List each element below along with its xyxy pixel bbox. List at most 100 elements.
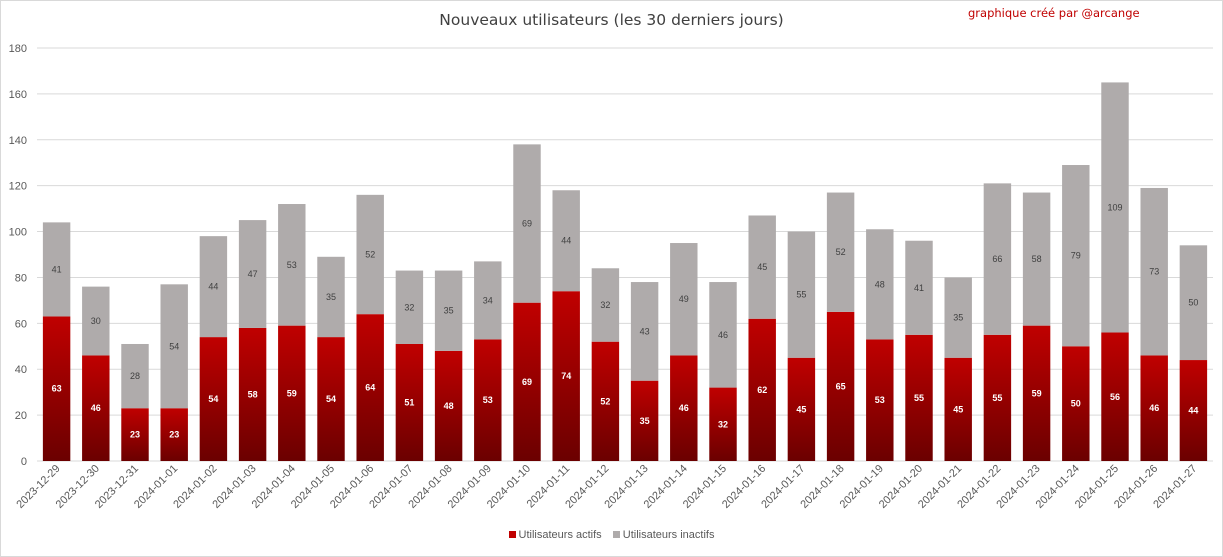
bar-inactive bbox=[552, 190, 580, 292]
data-label-inactive: 41 bbox=[914, 283, 924, 293]
bar-inactive bbox=[160, 284, 188, 409]
data-label-inactive: 48 bbox=[875, 279, 885, 289]
data-label-active: 69 bbox=[522, 377, 532, 387]
bar-active bbox=[826, 311, 855, 461]
data-label-active: 62 bbox=[757, 385, 767, 395]
data-label-inactive: 69 bbox=[522, 219, 532, 229]
bar-active bbox=[787, 357, 816, 461]
bar-inactive bbox=[983, 183, 1012, 335]
y-axis: 0 20 40 60 80 100 120 140 160 180 bbox=[9, 43, 27, 468]
bar-inactive bbox=[395, 270, 424, 344]
bar-active bbox=[238, 327, 267, 461]
x-axis: 2023-12-292023-12-302023-12-312024-01-01… bbox=[14, 463, 1199, 511]
data-label-inactive: 52 bbox=[365, 250, 375, 260]
bar-active bbox=[1140, 355, 1168, 461]
data-label-active: 45 bbox=[796, 404, 806, 414]
bar-active bbox=[670, 355, 698, 461]
legend-label-active: Utilisateurs actifs bbox=[518, 529, 602, 541]
bar-active bbox=[278, 325, 306, 461]
chart-title: Nouveaux utilisateurs (les 30 derniers j… bbox=[439, 11, 784, 29]
data-label-inactive: 43 bbox=[640, 326, 650, 336]
bar-inactive bbox=[82, 286, 110, 356]
bar-inactive bbox=[944, 277, 972, 358]
bar-inactive bbox=[317, 256, 345, 338]
data-label-active: 56 bbox=[1110, 392, 1120, 402]
data-label-inactive: 50 bbox=[1188, 298, 1198, 308]
bar-active bbox=[591, 341, 620, 461]
data-label-active: 52 bbox=[600, 396, 610, 406]
data-label-inactive: 44 bbox=[208, 282, 218, 292]
y-tick-label: 40 bbox=[15, 364, 27, 376]
data-label-active: 63 bbox=[52, 384, 62, 394]
data-label-active: 32 bbox=[718, 419, 728, 429]
bar-inactive bbox=[1179, 245, 1208, 361]
bar-active bbox=[866, 339, 894, 461]
data-label-inactive: 49 bbox=[679, 294, 689, 304]
bars bbox=[42, 82, 1208, 461]
bar-inactive bbox=[826, 192, 855, 312]
data-label-active: 58 bbox=[248, 389, 258, 399]
y-tick-label: 80 bbox=[15, 272, 27, 284]
y-tick-label: 20 bbox=[15, 410, 27, 422]
bar-inactive bbox=[121, 343, 149, 409]
legend: Utilisateurs actifs Utilisateurs inactif… bbox=[0, 529, 1223, 541]
data-label-active: 55 bbox=[914, 393, 924, 403]
data-label-active: 23 bbox=[130, 430, 140, 440]
bar-active bbox=[434, 350, 463, 461]
data-label-active: 59 bbox=[1032, 388, 1042, 398]
bar-inactive bbox=[591, 268, 620, 342]
bar-active bbox=[121, 408, 149, 461]
data-label-active: 35 bbox=[640, 416, 650, 426]
data-label-inactive: 30 bbox=[91, 316, 101, 326]
data-label-inactive: 54 bbox=[169, 341, 179, 351]
data-label-active: 46 bbox=[679, 403, 689, 413]
legend-swatch-inactive bbox=[612, 531, 620, 538]
bar-inactive bbox=[787, 231, 816, 358]
bar-inactive bbox=[238, 220, 267, 328]
bar-inactive bbox=[42, 222, 71, 317]
legend-label-inactive: Utilisateurs inactifs bbox=[622, 529, 715, 541]
data-label-inactive: 35 bbox=[326, 292, 336, 302]
bar-active bbox=[513, 302, 541, 461]
bar-inactive bbox=[474, 261, 502, 340]
data-label-active: 50 bbox=[1071, 399, 1081, 409]
y-tick-label: 0 bbox=[21, 456, 27, 468]
data-label-inactive: 79 bbox=[1071, 251, 1081, 261]
data-label-inactive: 53 bbox=[287, 260, 297, 270]
data-label-inactive: 34 bbox=[483, 295, 493, 305]
y-tick-label: 100 bbox=[9, 227, 27, 239]
y-tick-label: 140 bbox=[9, 135, 27, 147]
data-label-active: 55 bbox=[992, 393, 1002, 403]
data-label-active: 54 bbox=[208, 394, 218, 404]
data-label-inactive: 35 bbox=[444, 306, 454, 316]
bar-inactive bbox=[434, 270, 463, 351]
bar-active bbox=[1022, 325, 1051, 461]
legend-item-inactive: Utilisateurs inactifs bbox=[612, 529, 715, 541]
bar-inactive bbox=[199, 236, 228, 338]
data-label-inactive: 52 bbox=[836, 247, 846, 257]
data-label-active: 48 bbox=[444, 401, 454, 411]
data-label-inactive: 41 bbox=[52, 264, 62, 274]
data-label-active: 51 bbox=[404, 397, 414, 407]
bar-active bbox=[42, 316, 71, 461]
data-label-active: 46 bbox=[1149, 403, 1159, 413]
data-label-active: 23 bbox=[169, 430, 179, 440]
data-label-inactive: 32 bbox=[404, 302, 414, 312]
bar-active bbox=[552, 291, 580, 461]
data-label-active: 53 bbox=[875, 395, 885, 405]
data-label-inactive: 32 bbox=[600, 300, 610, 310]
data-label-active: 64 bbox=[365, 383, 375, 393]
bar-inactive bbox=[278, 204, 306, 326]
data-label-inactive: 66 bbox=[992, 254, 1002, 264]
data-label-active: 54 bbox=[326, 394, 336, 404]
chart-credit: graphique créé par @arcange bbox=[968, 6, 1140, 20]
bar-active bbox=[317, 337, 345, 461]
bar-inactive bbox=[630, 282, 659, 381]
bar-inactive bbox=[866, 229, 894, 340]
y-tick-label: 180 bbox=[9, 43, 27, 55]
bar-inactive bbox=[1022, 192, 1051, 326]
bar-inactive bbox=[513, 144, 541, 303]
bar-inactive bbox=[709, 282, 737, 388]
data-label-inactive: 45 bbox=[757, 262, 767, 272]
